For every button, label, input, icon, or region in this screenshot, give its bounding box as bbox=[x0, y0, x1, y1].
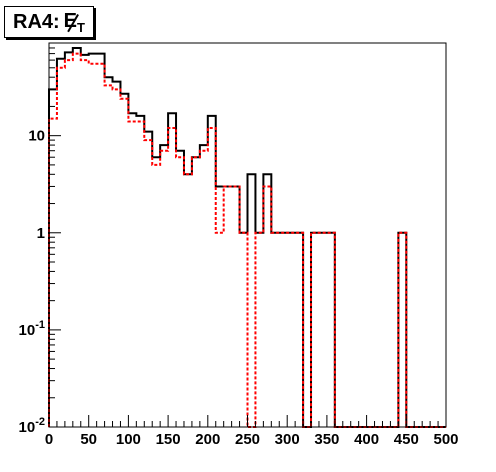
y-tick-label: 10-2 bbox=[19, 416, 45, 436]
x-tick-label: 300 bbox=[275, 431, 300, 448]
x-tick-label: 100 bbox=[116, 431, 141, 448]
x-tick-label: 350 bbox=[314, 431, 339, 448]
x-tick-label: 50 bbox=[80, 431, 97, 448]
axis-layer bbox=[48, 47, 447, 428]
y-tick-label: 10-1 bbox=[19, 319, 45, 339]
title-symbol: E bbox=[63, 9, 78, 32]
x-tick-label: 250 bbox=[235, 431, 260, 448]
y-tick-label: 1 bbox=[37, 225, 45, 242]
title-prefix: RA4: bbox=[13, 10, 60, 33]
x-tick-label: 200 bbox=[195, 431, 220, 448]
x-tick-label: 400 bbox=[354, 431, 379, 448]
x-tick-label: 150 bbox=[156, 431, 181, 448]
tick-label-layer: 0 50 100 150 200 250 300 350 400 450 500 10-2 10-1 1 1… bbox=[19, 128, 459, 448]
x-tick-label: 500 bbox=[433, 431, 458, 448]
title-subscript: T bbox=[77, 19, 85, 35]
x-tick-label: 450 bbox=[394, 431, 419, 448]
x-tick-label: 0 bbox=[45, 431, 53, 448]
y-tick-label: 10 bbox=[28, 128, 45, 145]
